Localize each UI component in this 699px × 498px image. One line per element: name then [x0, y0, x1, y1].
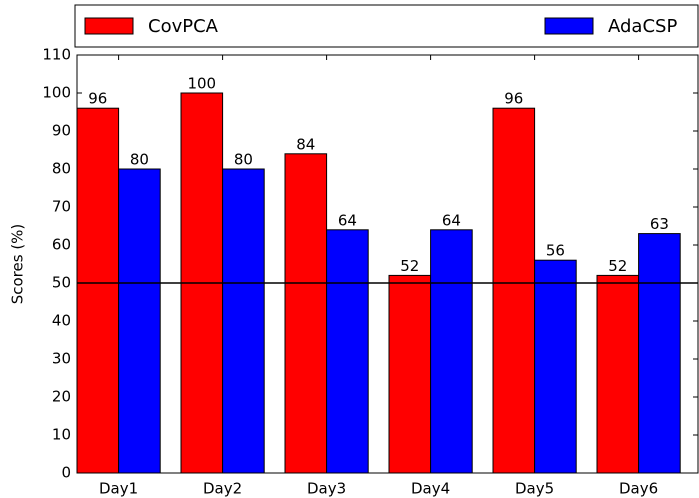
- y-tick-label: 60: [52, 236, 71, 254]
- data-label: 80: [130, 151, 149, 169]
- y-tick-label: 40: [52, 312, 71, 330]
- x-tick-label: Day5: [515, 480, 554, 498]
- y-tick-label: 90: [52, 122, 71, 140]
- data-label: 100: [187, 75, 216, 93]
- bar: [638, 233, 681, 474]
- legend-swatch: [84, 17, 134, 35]
- y-axis-label: Scores (%): [9, 224, 27, 305]
- y-tick-label: 30: [52, 350, 71, 368]
- bar: [492, 107, 536, 474]
- x-tick-label: Day6: [619, 480, 658, 498]
- bar: [430, 229, 473, 474]
- data-label: 64: [442, 211, 461, 229]
- data-label: 52: [608, 257, 627, 275]
- y-tick-label: 100: [42, 84, 71, 102]
- bar: [388, 274, 432, 474]
- bar: [76, 107, 120, 474]
- bar: [534, 259, 577, 474]
- data-label: 96: [504, 90, 523, 108]
- data-label: 64: [338, 211, 357, 229]
- y-tick-label: 70: [52, 198, 71, 216]
- x-tick-label: Day4: [411, 480, 450, 498]
- legend-box: [74, 4, 699, 48]
- y-tick-label: 10: [52, 426, 71, 444]
- legend-swatch: [544, 17, 594, 35]
- legend-label: CovPCA: [148, 16, 219, 37]
- bar: [326, 229, 369, 474]
- x-tick-label: Day3: [307, 480, 346, 498]
- x-tick-label: Day2: [203, 480, 242, 498]
- data-label: 84: [296, 135, 315, 153]
- plot-frame: [76, 54, 699, 474]
- legend-label: AdaCSP: [608, 16, 677, 37]
- bar: [118, 168, 161, 474]
- y-tick-label: 0: [61, 464, 71, 482]
- data-label: 56: [546, 242, 565, 260]
- x-tick-label: Day1: [99, 480, 138, 498]
- bar: [284, 153, 328, 474]
- bar: [222, 168, 265, 474]
- y-tick-label: 50: [52, 274, 71, 292]
- data-label: 96: [88, 90, 107, 108]
- y-tick-label: 20: [52, 388, 71, 406]
- data-label: 80: [234, 151, 253, 169]
- data-label: 63: [650, 215, 669, 233]
- data-label: 52: [400, 257, 419, 275]
- y-tick-label: 110: [42, 46, 71, 64]
- bar: [596, 274, 640, 474]
- y-tick-label: 80: [52, 160, 71, 178]
